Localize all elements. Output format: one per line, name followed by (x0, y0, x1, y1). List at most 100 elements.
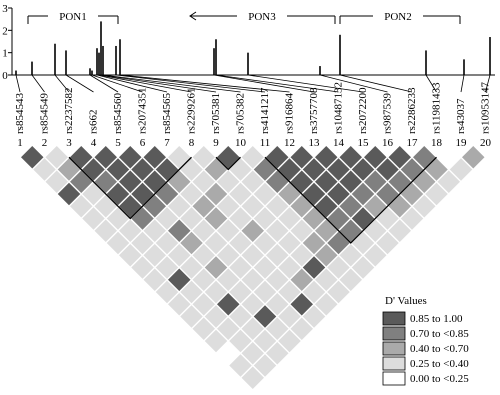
ld-cell (351, 207, 375, 230)
snp-label: rs854543 (14, 93, 26, 134)
ld-cell (70, 195, 93, 218)
y-tick-label: 3 (2, 3, 8, 15)
snp-index: 5 (115, 137, 121, 149)
connector (98, 74, 192, 93)
ld-cell (327, 158, 350, 181)
snp-index: 19 (456, 137, 468, 149)
ld-cell (388, 219, 411, 242)
ld-cell (229, 305, 252, 328)
ld-cell (253, 280, 277, 304)
ld-cell (217, 268, 240, 291)
legend-swatch (382, 341, 406, 356)
ld-cell (315, 244, 338, 267)
ld-cell (376, 182, 399, 206)
ld-cell (302, 182, 326, 206)
ld-cell (229, 231, 252, 255)
ld-cell (413, 195, 436, 218)
ld-cell (131, 256, 154, 279)
snp-index: 13 (309, 137, 321, 149)
ld-cell (217, 244, 240, 267)
ld-cell (143, 195, 166, 218)
ld-cell (266, 342, 289, 365)
ld-cell (192, 195, 215, 218)
connector (425, 74, 437, 93)
ld-cell (290, 146, 313, 169)
ld-cell (94, 146, 117, 169)
ld-cell (253, 256, 277, 279)
ld-cell (192, 244, 215, 267)
ld-cell (351, 158, 375, 181)
snp-index: 16 (382, 137, 394, 149)
snp-label: rs854549 (39, 93, 51, 134)
ld-cell (315, 170, 338, 193)
ld-cell (413, 146, 436, 169)
snp-label: rs916864 (284, 93, 296, 134)
ld-cell (266, 170, 289, 193)
ld-cell (131, 207, 154, 230)
ld-cell (168, 244, 191, 267)
ld-cell (290, 293, 313, 316)
ld-cell (94, 219, 117, 242)
ld-cell (180, 280, 203, 304)
ld-cell (266, 293, 289, 316)
ld-cell (180, 182, 203, 206)
ld-cell (155, 231, 179, 255)
ld-cell (364, 146, 387, 169)
ld-cell (315, 219, 338, 242)
snp-label: rs705381 (210, 93, 222, 134)
ld-cell (351, 256, 375, 279)
snp-index: 4 (91, 137, 97, 149)
ld-cell (241, 170, 264, 193)
ld-cell (106, 158, 130, 181)
ld-cell (315, 146, 338, 169)
ld-cell (253, 305, 277, 328)
gene-label: PON1 (59, 11, 87, 23)
ld-cell (143, 244, 166, 267)
ld-cell (229, 182, 252, 206)
ld-cell (339, 268, 362, 291)
snp-label: rs2074351 (137, 88, 149, 134)
ld-cell (437, 146, 460, 169)
ld-cell (204, 207, 228, 230)
ld-cell (229, 329, 252, 353)
ld-cell (241, 366, 264, 389)
ld-cell (82, 207, 105, 230)
ld-cell (180, 305, 203, 328)
ld-cell (315, 195, 338, 218)
ld-cell (241, 293, 264, 316)
ld-cell (413, 170, 436, 193)
ld-cell (192, 293, 215, 316)
ld-cell (229, 354, 252, 377)
ld-cell (180, 256, 203, 279)
ld-cell (278, 280, 301, 304)
snp-label: rs3757708 (308, 87, 320, 134)
ld-cell (45, 170, 68, 193)
connector (100, 74, 217, 93)
ld-cell (204, 329, 228, 353)
snp-index: 11 (260, 137, 271, 149)
y-tick-label: 2 (2, 25, 8, 37)
ld-cell (290, 244, 313, 267)
ld-cell (241, 317, 264, 340)
legend-title: D' Values (385, 295, 427, 307)
snp-index: 9 (213, 137, 219, 149)
snp-index: 3 (66, 137, 72, 149)
ld-cell (70, 170, 93, 193)
connector (31, 74, 45, 93)
ld-cell (376, 231, 399, 255)
ld-cell (253, 182, 277, 206)
snp-label: rs2237582 (63, 88, 75, 134)
snp-label: rs4141217 (259, 87, 271, 134)
ld-cell (204, 280, 228, 304)
connector (15, 74, 21, 93)
ld-cell (437, 170, 460, 193)
ld-cell (229, 256, 252, 279)
ld-cell (119, 244, 142, 267)
block-outline (68, 156, 192, 220)
snp-label: rs2299261 (186, 88, 198, 134)
ld-cell (192, 170, 215, 193)
snp-index: 1 (17, 137, 23, 149)
connector (247, 74, 364, 93)
ld-cell (106, 231, 130, 255)
ld-cell (143, 146, 166, 169)
